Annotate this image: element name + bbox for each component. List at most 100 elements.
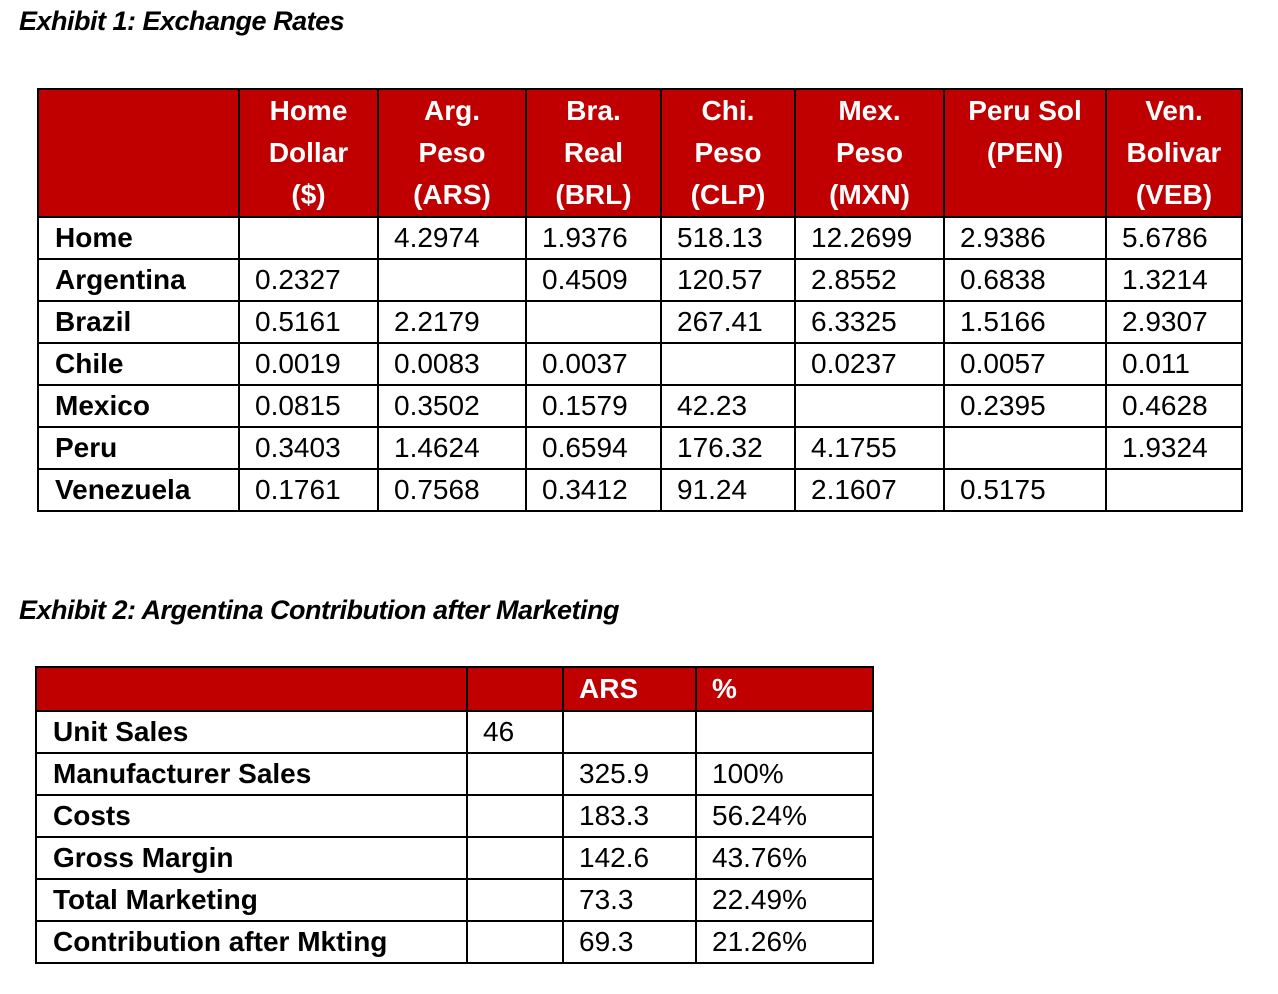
row-label-brazil: Brazil <box>37 300 240 344</box>
row-label-mexico: Mexico <box>37 384 240 428</box>
rate-cell: 1.5166 <box>943 300 1107 344</box>
rate-cell: 0.3403 <box>238 426 379 470</box>
header-label-cell <box>35 666 468 712</box>
units-cell <box>466 836 564 880</box>
column-header-percent: % <box>695 666 874 712</box>
header-line: Peso <box>418 137 486 168</box>
table-row: Total Marketing 73.3 22.49% <box>35 878 874 922</box>
header-line: Peru Sol <box>968 95 1082 126</box>
row-label-home: Home <box>37 216 240 260</box>
rate-cell: 0.3502 <box>377 384 527 428</box>
rate-cell: 0.2395 <box>943 384 1107 428</box>
header-line: (PEN) <box>986 137 1064 168</box>
ars-cell: 73.3 <box>562 878 697 922</box>
header-line: Bra. <box>566 95 621 126</box>
rate-cell <box>525 300 662 344</box>
rate-cell <box>943 426 1107 470</box>
rate-cell: 5.6786 <box>1105 216 1243 260</box>
row-label-total-marketing: Total Marketing <box>35 878 468 922</box>
rate-cell: 2.2179 <box>377 300 527 344</box>
rate-cell: 0.0815 <box>238 384 379 428</box>
contribution-table: ARS % Unit Sales 46 Manufacturer Sales 3… <box>35 666 874 964</box>
rate-cell: 518.13 <box>660 216 796 260</box>
rate-cell: 0.6838 <box>943 258 1107 302</box>
rate-cell: 0.5175 <box>943 468 1107 512</box>
rate-cell: 0.0019 <box>238 342 379 386</box>
units-cell <box>466 794 564 838</box>
units-cell: 46 <box>466 710 564 754</box>
rate-cell: 2.8552 <box>794 258 945 302</box>
rate-cell <box>660 342 796 386</box>
header-line: Arg. <box>424 95 480 126</box>
rate-cell: 0.0083 <box>377 342 527 386</box>
rate-cell: 0.3412 <box>525 468 662 512</box>
rate-cell: 1.9324 <box>1105 426 1243 470</box>
header-line: Real <box>563 137 624 168</box>
row-label-peru: Peru <box>37 426 240 470</box>
table-row: Gross Margin 142.6 43.76% <box>35 836 874 880</box>
table-row: Costs 183.3 56.24% <box>35 794 874 838</box>
rate-cell <box>238 216 379 260</box>
table-row: Contribution after Mkting 69.3 21.26% <box>35 920 874 964</box>
rate-cell: 0.011 <box>1105 342 1243 386</box>
row-label-unit-sales: Unit Sales <box>35 710 468 754</box>
units-cell <box>466 920 564 964</box>
table-row: Mexico 0.0815 0.3502 0.1579 42.23 0.2395… <box>37 384 1243 428</box>
row-label-contribution-after-mkting: Contribution after Mkting <box>35 920 468 964</box>
column-header-peru-sol: Peru Sol (PEN) <box>943 88 1107 218</box>
rate-cell: 2.9386 <box>943 216 1107 260</box>
header-line: (MXN) <box>829 179 910 210</box>
rate-cell: 0.5161 <box>238 300 379 344</box>
rate-cell <box>794 384 945 428</box>
header-corner-cell <box>37 88 240 218</box>
header-line: Ven. <box>1145 95 1203 126</box>
ars-cell: 142.6 <box>562 836 697 880</box>
ars-cell: 183.3 <box>562 794 697 838</box>
header-line: Chi. <box>701 95 755 126</box>
table-row: Home 4.2974 1.9376 518.13 12.2699 2.9386… <box>37 216 1243 260</box>
rate-cell: 0.0057 <box>943 342 1107 386</box>
rate-cell <box>377 258 527 302</box>
row-label-argentina: Argentina <box>37 258 240 302</box>
rate-cell: 1.3214 <box>1105 258 1243 302</box>
rate-cell: 0.0037 <box>525 342 662 386</box>
rate-cell: 0.6594 <box>525 426 662 470</box>
percent-cell: 21.26% <box>695 920 874 964</box>
header-line: Bolivar <box>1126 137 1222 168</box>
header-line: Peso <box>836 137 903 168</box>
rate-cell: 0.4628 <box>1105 384 1243 428</box>
rate-cell: 91.24 <box>660 468 796 512</box>
rate-cell: 2.9307 <box>1105 300 1243 344</box>
header-line: Dollar <box>268 137 349 168</box>
rate-cell: 0.0237 <box>794 342 945 386</box>
table-row: Argentina 0.2327 0.4509 120.57 2.8552 0.… <box>37 258 1243 302</box>
table-header-row: ARS % <box>35 666 874 712</box>
percent-cell: 56.24% <box>695 794 874 838</box>
ars-cell <box>562 710 697 754</box>
header-line: (ARS) <box>413 179 491 210</box>
column-header-mex-peso: Mex. Peso (MXN) <box>794 88 945 218</box>
header-line: (CLP) <box>690 179 766 210</box>
column-header-home-dollar: Home Dollar ($) <box>238 88 379 218</box>
rate-cell: 0.1761 <box>238 468 379 512</box>
table-row: Chile 0.0019 0.0083 0.0037 0.0237 0.0057… <box>37 342 1243 386</box>
rate-cell: 4.1755 <box>794 426 945 470</box>
units-cell <box>466 878 564 922</box>
column-header-arg-peso: Arg. Peso (ARS) <box>377 88 527 218</box>
rate-cell: 176.32 <box>660 426 796 470</box>
rate-cell: 120.57 <box>660 258 796 302</box>
rate-cell: 1.9376 <box>525 216 662 260</box>
header-line: Peso <box>694 137 762 168</box>
header-line: ($) <box>291 179 326 210</box>
percent-cell: 100% <box>695 752 874 796</box>
units-cell <box>466 752 564 796</box>
rate-cell: 0.1579 <box>525 384 662 428</box>
row-label-chile: Chile <box>37 342 240 386</box>
percent-cell: 43.76% <box>695 836 874 880</box>
table-row: Venezuela 0.1761 0.7568 0.3412 91.24 2.1… <box>37 468 1243 512</box>
table-row: Peru 0.3403 1.4624 0.6594 176.32 4.1755 … <box>37 426 1243 470</box>
rate-cell: 0.4509 <box>525 258 662 302</box>
percent-cell: 22.49% <box>695 878 874 922</box>
header-line <box>946 174 1104 215</box>
row-label-manufacturer-sales: Manufacturer Sales <box>35 752 468 796</box>
